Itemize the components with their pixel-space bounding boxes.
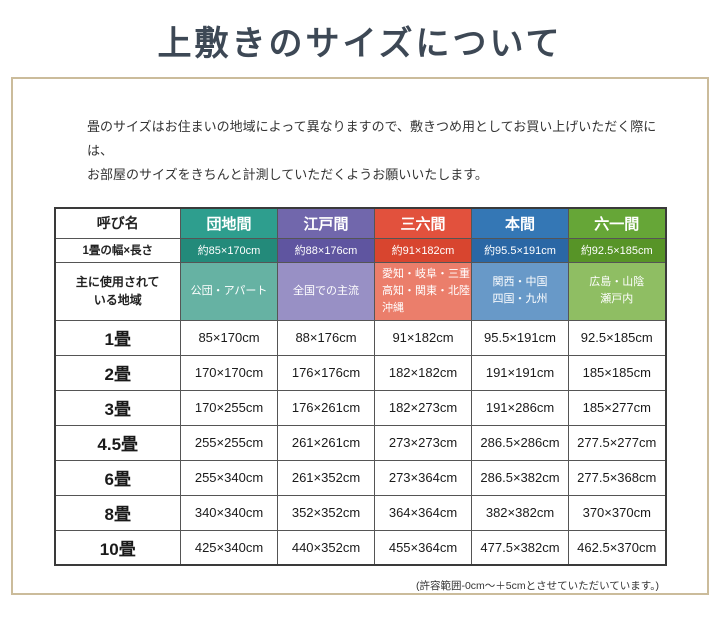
- tatami-size-table: 呼び名 団地間 江戸間 三六間 本間 六一間 1畳の幅×長さ 約85×170cm 約88×176…: [53, 207, 667, 567]
- size-value: 364×364cm: [374, 494, 472, 531]
- size-value: 176×176cm: [277, 354, 375, 391]
- width-value-5: 約92.5×185cm: [568, 237, 666, 263]
- region-value-3: 愛知・岐阜・三重 高知・関東・北陸 沖縄: [374, 261, 472, 321]
- size-value: 277.5×368cm: [568, 459, 666, 496]
- size-value: 185×185cm: [568, 354, 666, 391]
- table-header-row: 呼び名 団地間 江戸間 三六間 本間 六一間: [54, 207, 666, 239]
- size-row-7: 10畳 425×340cm 440×352cm 455×364cm 477.5×382c…: [54, 529, 666, 566]
- size-value: 277.5×277cm: [568, 424, 666, 461]
- column-header-1: 団地間: [180, 207, 278, 239]
- content-frame: 畳のサイズはお住まいの地域によって異なりますので、敷きつめ用としてお買い上げいた…: [11, 77, 709, 595]
- size-value: 440×352cm: [277, 529, 375, 566]
- size-row-label: 6畳: [54, 459, 181, 496]
- column-header-5: 六一間: [568, 207, 666, 239]
- corner-header: 呼び名: [54, 207, 181, 239]
- intro-text: 畳のサイズはお住まいの地域によって異なりますので、敷きつめ用としてお買い上げいた…: [87, 119, 657, 183]
- size-row-label: 8畳: [54, 494, 181, 531]
- size-value: 182×273cm: [374, 389, 472, 426]
- size-row-3: 3畳 170×255cm 176×261cm 182×273cm 191×286cm 18…: [54, 389, 666, 426]
- region-value-2: 全国での主流: [277, 261, 375, 321]
- size-value: 340×340cm: [180, 494, 278, 531]
- size-value: 273×273cm: [374, 424, 472, 461]
- size-value: 85×170cm: [180, 319, 278, 356]
- size-value: 255×340cm: [180, 459, 278, 496]
- size-row-1: 1畳 85×170cm 88×176cm 91×182cm 95.5×191cm 92.5…: [54, 319, 666, 356]
- size-value: 352×352cm: [277, 494, 375, 531]
- width-value-3: 約91×182cm: [374, 237, 472, 263]
- size-value: 382×382cm: [471, 494, 569, 531]
- width-length-row: 1畳の幅×長さ 約85×170cm 約88×176cm 約91×182cm 約95.5×…: [54, 237, 666, 263]
- page-title: 上敷きのサイズについて: [157, 26, 563, 63]
- size-value: 95.5×191cm: [471, 319, 569, 356]
- size-value: 462.5×370cm: [568, 529, 666, 566]
- region-value-1: 公団・アパート: [180, 261, 278, 321]
- size-value: 425×340cm: [180, 529, 278, 566]
- size-row-4: 4.5畳 255×255cm 261×261cm 273×273cm 286.5×286…: [54, 424, 666, 461]
- size-value: 261×352cm: [277, 459, 375, 496]
- column-header-4: 本間: [471, 207, 569, 239]
- size-value: 477.5×382cm: [471, 529, 569, 566]
- size-value: 455×364cm: [374, 529, 472, 566]
- region-row-label: 主に使用されて いる地域: [54, 261, 181, 321]
- size-value: 92.5×185cm: [568, 319, 666, 356]
- width-value-1: 約85×170cm: [180, 237, 278, 263]
- size-row-2: 2畳 170×170cm 176×176cm 182×182cm 191×191cm 18…: [54, 354, 666, 391]
- size-row-label: 3畳: [54, 389, 181, 426]
- size-value: 191×191cm: [471, 354, 569, 391]
- size-row-6: 8畳 340×340cm 352×352cm 364×364cm 382×382cm 37…: [54, 494, 666, 531]
- size-value: 185×277cm: [568, 389, 666, 426]
- size-value: 176×261cm: [277, 389, 375, 426]
- width-value-4: 約95.5×191cm: [471, 237, 569, 263]
- size-value: 255×255cm: [180, 424, 278, 461]
- size-value: 88×176cm: [277, 319, 375, 356]
- column-header-2: 江戸間: [277, 207, 375, 239]
- region-value-5: 広島・山陰 瀬戸内: [568, 261, 666, 321]
- size-row-label: 10畳: [54, 529, 181, 566]
- size-value: 170×170cm: [180, 354, 278, 391]
- size-value: 91×182cm: [374, 319, 472, 356]
- column-header-3: 三六間: [374, 207, 472, 239]
- size-row-5: 6畳 255×340cm 261×352cm 273×364cm 286.5×382cm…: [54, 459, 666, 496]
- size-value: 286.5×382cm: [471, 459, 569, 496]
- size-value: 170×255cm: [180, 389, 278, 426]
- size-row-label: 1畳: [54, 319, 181, 356]
- size-value: 261×261cm: [277, 424, 375, 461]
- region-value-4: 関西・中国 四国・九州: [471, 261, 569, 321]
- size-value: 191×286cm: [471, 389, 569, 426]
- tolerance-note: (許容範囲-0cm〜＋5cmとさせていただいています。): [415, 580, 659, 593]
- size-value: 273×364cm: [374, 459, 472, 496]
- size-row-label: 4.5畳: [54, 424, 181, 461]
- regions-row: 主に使用されて いる地域 公団・アパート 全国での主流 愛知・岐阜・三重 高知・関東・…: [54, 261, 666, 321]
- size-value: 182×182cm: [374, 354, 472, 391]
- size-value: 370×370cm: [568, 494, 666, 531]
- width-row-label: 1畳の幅×長さ: [54, 237, 181, 263]
- width-value-2: 約88×176cm: [277, 237, 375, 263]
- size-value: 286.5×286cm: [471, 424, 569, 461]
- size-row-label: 2畳: [54, 354, 181, 391]
